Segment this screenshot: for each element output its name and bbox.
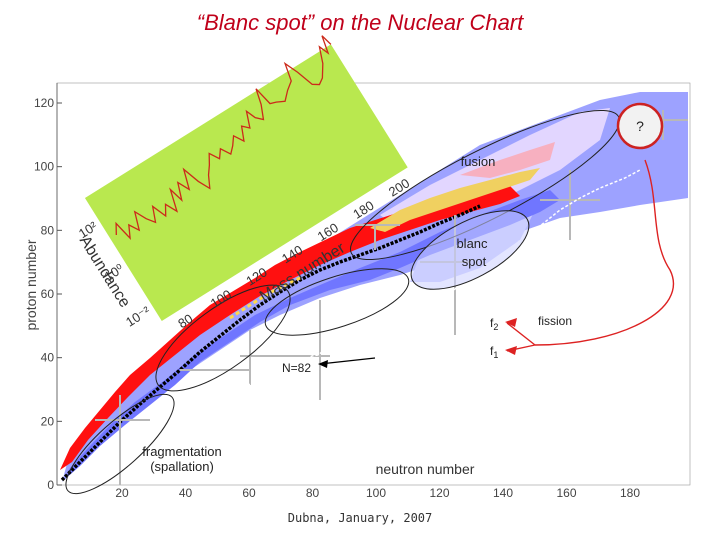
inset-background [84, 44, 408, 322]
fusion-label: fusion [461, 154, 496, 169]
footer-text: Dubna, January, 2007 [287, 511, 433, 525]
inset-x-tick-label: 80 [175, 311, 195, 331]
x-tick-label: 140 [493, 486, 513, 500]
waiting-points-arrowhead [318, 360, 328, 368]
y-tick-label: 80 [41, 223, 55, 237]
f2-label: f2 [490, 316, 498, 332]
proton-dripline-accent [229, 276, 301, 320]
x-tick-label: 120 [429, 486, 449, 500]
x-tick-label: 180 [620, 486, 640, 500]
abundance-curve [115, 35, 332, 241]
fission-arrowhead-1 [505, 318, 517, 327]
spallation-label: (spallation) [150, 459, 214, 474]
x-tick-label: 100 [366, 486, 386, 500]
blanc-spot-ellipse [410, 210, 530, 290]
y-tick-label: 100 [34, 160, 54, 174]
f1-label: f1 [490, 344, 498, 360]
y-axis-label: proton number [23, 239, 39, 330]
fragmentation-label: fragmentation [142, 444, 222, 459]
superheavy-pink [460, 142, 555, 178]
waiting-points-label-1: waiting [382, 350, 417, 362]
y-tick-label: 20 [41, 414, 55, 428]
stability-line [60, 204, 481, 482]
y-tick-label: 0 [47, 478, 54, 492]
predicted-nuclei-region [62, 92, 688, 482]
unknown-region-circle [616, 102, 664, 150]
y-tick-label: 60 [41, 287, 55, 301]
slide-title: “Blanc spot” on the Nuclear Chart [196, 10, 524, 35]
x-tick-label: 40 [179, 486, 193, 500]
waiting-points-arrow [319, 357, 376, 365]
question-mark-label: ? [636, 118, 644, 134]
n82-label: N=82 [282, 361, 311, 375]
x-tick-label: 20 [115, 486, 129, 500]
x-tick-label: 80 [306, 486, 320, 500]
superheavy-nuclei [370, 168, 540, 232]
fragmentation-ellipse-2 [155, 284, 291, 392]
blanc-spot-label-2: spot [462, 254, 487, 269]
blanc-spot-label-1: blanc [456, 236, 488, 251]
y-tick-label: 120 [34, 96, 54, 110]
waiting-points-ellipse [264, 268, 410, 336]
y-axis: 0 20 40 60 80 100 120 proton number [23, 83, 62, 492]
fission-branch-2 [506, 322, 536, 346]
x-axis-label: neutron number [376, 461, 475, 477]
x-tick-label: 60 [242, 486, 256, 500]
y-tick-label: 40 [41, 351, 55, 365]
fission-label: fission [538, 314, 572, 328]
waiting-points-label-2: points [385, 364, 415, 376]
fission-arrow [534, 159, 675, 346]
x-tick-label: 160 [556, 486, 576, 500]
n126-label: N=126 [415, 301, 451, 315]
r-process-path [214, 169, 641, 399]
fission-branch-1 [506, 344, 536, 352]
y-tick-labels: 0 20 40 60 80 100 120 [34, 96, 62, 492]
fragmentation-ellipse [65, 393, 175, 495]
x-tick-labels: 20 40 60 80 100 120 140 160 180 [115, 486, 640, 500]
